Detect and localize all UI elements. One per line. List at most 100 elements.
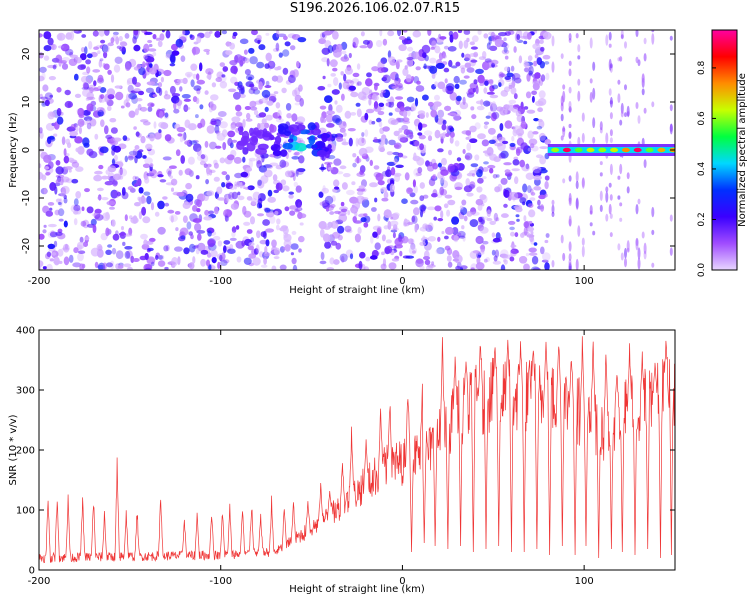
tone-peak (621, 147, 630, 153)
heatmap-cell (63, 197, 68, 204)
heatmap-cell (135, 131, 140, 137)
heatmap-cell (379, 92, 385, 98)
heatmap-cell (431, 73, 436, 79)
heatmap-cell (107, 165, 117, 173)
heatmap-cell (45, 253, 51, 260)
heatmap-cell (292, 172, 296, 182)
heatmap-cell (134, 145, 140, 150)
heatmap-cell (232, 31, 238, 37)
heatmap-cell (247, 185, 255, 191)
heatmap-cell (398, 234, 402, 242)
heatmap-cell (138, 67, 146, 76)
heatmap-cell (255, 230, 261, 239)
heatmap-cell (265, 164, 273, 169)
heatmap-cell (120, 105, 125, 109)
heatmap-cell (250, 216, 255, 225)
heatmap-cell (489, 220, 497, 225)
heatmap-cell (284, 244, 291, 252)
heatmap-cell (450, 131, 455, 138)
heatmap-cell (444, 78, 448, 84)
heatmap-cell (453, 75, 460, 84)
heatmap-cell (435, 248, 443, 255)
heatmap-cell (334, 186, 340, 190)
heatmap-cell (333, 259, 340, 265)
heatmap-cell (651, 101, 655, 108)
heatmap-cell (542, 31, 552, 40)
heatmap-cell (533, 60, 538, 67)
heatmap-cell (250, 106, 258, 111)
heatmap-cell (189, 34, 193, 38)
heatmap-cell (180, 55, 186, 62)
heatmap-cell (436, 247, 445, 255)
heatmap-cell (540, 74, 546, 82)
heatmap-cell (617, 175, 621, 180)
heatmap-cell (617, 79, 621, 85)
heatmap-cell (196, 147, 202, 157)
heatmap-cell (338, 121, 347, 129)
heatmap-cell (457, 30, 463, 34)
heatmap-cell (503, 189, 510, 198)
heatmap-cell (337, 234, 343, 241)
heatmap-cell (500, 264, 506, 270)
tone-peak (562, 147, 571, 153)
heatmap-cell (273, 256, 280, 260)
heatmap-cell (145, 56, 155, 63)
heatmap-cell (456, 157, 462, 162)
heatmap-cell (83, 241, 88, 247)
heatmap-cell (89, 87, 94, 94)
heatmap-cell (487, 164, 496, 169)
heatmap-cell (503, 86, 511, 93)
heatmap-cell (330, 220, 339, 229)
heatmap-cell (379, 30, 383, 37)
heatmap-cell (523, 226, 528, 236)
heatmap-cell (528, 138, 538, 146)
heatmap-cell (171, 187, 174, 192)
heatmap-cell (262, 128, 268, 135)
heatmap-cell (437, 81, 446, 90)
heatmap-cell (47, 136, 52, 144)
heatmap-cell (482, 167, 489, 172)
heatmap-cell (159, 179, 167, 183)
heatmap-cell (274, 210, 279, 216)
heatmap-cell (383, 209, 392, 219)
heatmap-cell (206, 51, 210, 55)
heatmap-cell (68, 169, 72, 173)
heatmap-cell (256, 34, 262, 41)
heatmap-cell (297, 37, 307, 43)
heatmap-cell (319, 105, 327, 110)
heatmap-cell (80, 220, 87, 227)
heatmap-cell (581, 112, 585, 122)
heatmap-cell (324, 195, 334, 205)
heatmap-cell (406, 36, 411, 41)
heatmap-cell (380, 89, 386, 94)
heatmap-cell (238, 93, 246, 99)
heatmap-cell (100, 119, 105, 127)
heatmap-cell (86, 66, 91, 74)
heatmap-cell (127, 154, 136, 159)
heatmap-cell (160, 122, 169, 130)
heatmap-cell (98, 99, 106, 103)
heatmap-cell (374, 242, 381, 250)
heatmap-cell (470, 267, 475, 270)
heatmap-cell (439, 186, 445, 196)
heatmap-cell (503, 259, 507, 263)
heatmap-cell (619, 163, 623, 175)
heatmap-cell (237, 126, 244, 133)
heatmap-cell (366, 72, 372, 78)
heatmap-cell (148, 48, 157, 52)
heatmap-cell (568, 86, 572, 94)
heatmap-cell (170, 178, 178, 186)
heatmap-cell (118, 35, 123, 42)
heatmap-cell (261, 89, 271, 98)
heatmap-cell (51, 252, 57, 256)
heatmap-cell (80, 53, 87, 61)
heatmap-cell (320, 228, 325, 238)
heatmap-cell (171, 257, 179, 266)
heatmap-cell (544, 181, 549, 190)
heatmap-cell (391, 258, 400, 262)
heatmap-cell (354, 157, 362, 164)
heatmap-cell (527, 185, 532, 194)
heatmap-cell (277, 123, 289, 130)
heatmap-cell (55, 166, 64, 175)
heatmap-cell (466, 192, 474, 197)
